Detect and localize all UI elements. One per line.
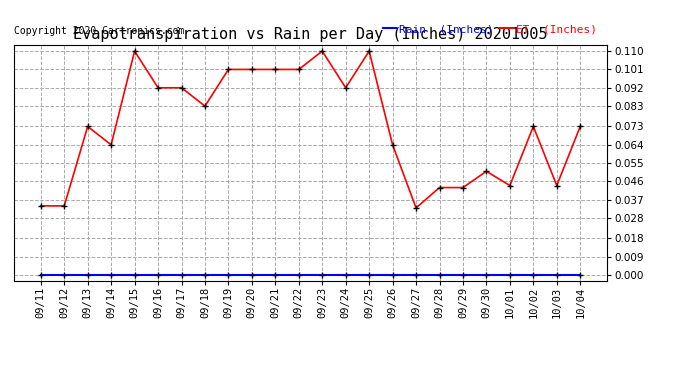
Text: Copyright 2020 Cartronics.com: Copyright 2020 Cartronics.com: [14, 26, 184, 36]
Legend: Rain  (Inches), ET  (Inches): Rain (Inches), ET (Inches): [378, 20, 602, 39]
Title: Evapotranspiration vs Rain per Day (Inches) 20201005: Evapotranspiration vs Rain per Day (Inch…: [73, 27, 548, 42]
